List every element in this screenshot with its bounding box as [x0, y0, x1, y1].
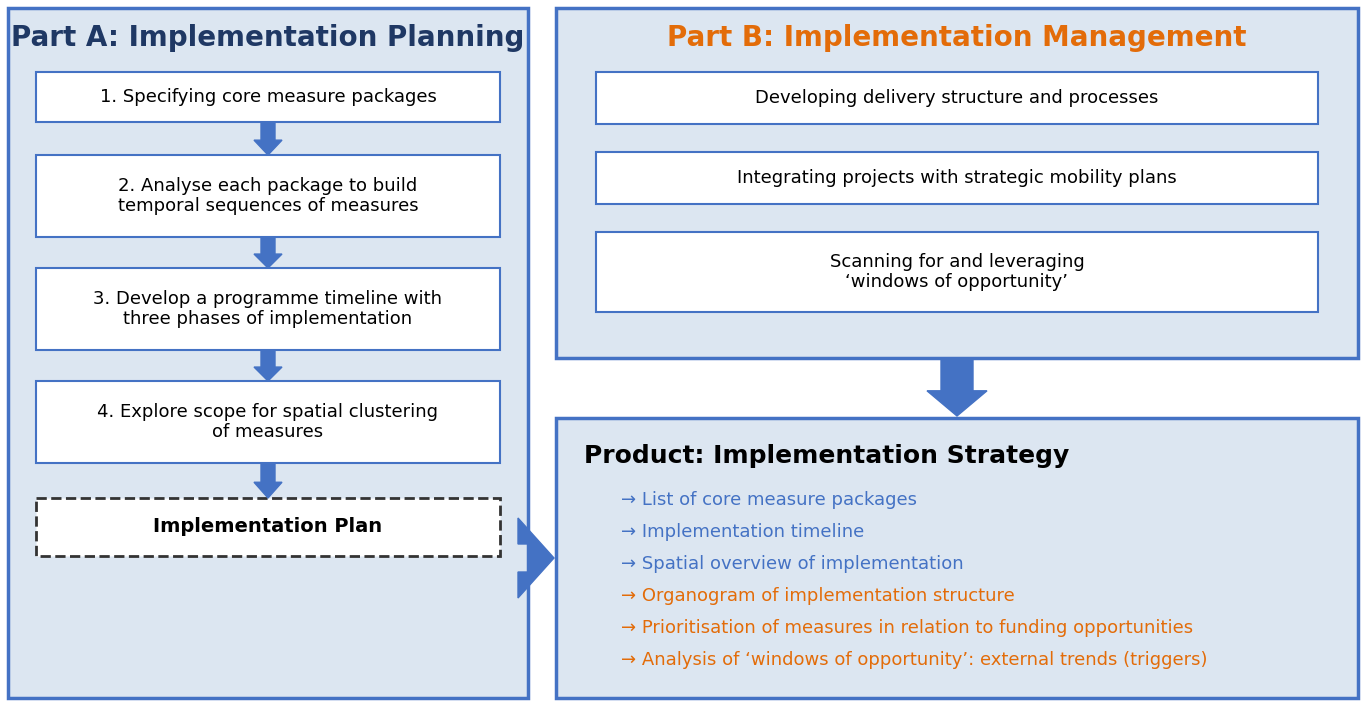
Text: 1. Specifying core measure packages: 1. Specifying core measure packages [100, 88, 437, 106]
Text: Scanning for and leveraging
‘windows of opportunity’: Scanning for and leveraging ‘windows of … [830, 252, 1085, 291]
Text: → Implementation timeline: → Implementation timeline [621, 523, 864, 541]
Text: → Analysis of ‘windows of opportunity’: external trends (triggers): → Analysis of ‘windows of opportunity’: … [621, 651, 1207, 669]
Polygon shape [927, 360, 986, 416]
FancyBboxPatch shape [556, 8, 1358, 358]
FancyBboxPatch shape [556, 418, 1358, 698]
FancyBboxPatch shape [36, 72, 500, 122]
Text: 3. Develop a programme timeline with
three phases of implementation: 3. Develop a programme timeline with thr… [93, 289, 443, 328]
Text: Integrating projects with strategic mobility plans: Integrating projects with strategic mobi… [737, 169, 1177, 187]
Text: → List of core measure packages: → List of core measure packages [621, 491, 917, 509]
Polygon shape [518, 518, 553, 598]
Text: → Spatial overview of implementation: → Spatial overview of implementation [621, 555, 963, 573]
Text: 2. Analyse each package to build
temporal sequences of measures: 2. Analyse each package to build tempora… [118, 177, 418, 216]
FancyBboxPatch shape [596, 232, 1318, 312]
FancyBboxPatch shape [36, 155, 500, 237]
Text: Part B: Implementation Management: Part B: Implementation Management [667, 24, 1247, 52]
Polygon shape [253, 122, 282, 155]
Text: 4. Explore scope for spatial clustering
of measures: 4. Explore scope for spatial clustering … [97, 403, 438, 442]
FancyBboxPatch shape [8, 8, 527, 698]
FancyBboxPatch shape [36, 498, 500, 556]
FancyBboxPatch shape [596, 72, 1318, 124]
FancyBboxPatch shape [36, 268, 500, 350]
Polygon shape [253, 463, 282, 498]
Polygon shape [253, 350, 282, 381]
Text: Developing delivery structure and processes: Developing delivery structure and proces… [755, 89, 1159, 107]
FancyBboxPatch shape [596, 152, 1318, 204]
Text: Implementation Plan: Implementation Plan [153, 518, 382, 537]
Polygon shape [253, 237, 282, 268]
FancyBboxPatch shape [36, 381, 500, 463]
Text: Part A: Implementation Planning: Part A: Implementation Planning [11, 24, 525, 52]
Text: → Organogram of implementation structure: → Organogram of implementation structure [621, 587, 1015, 605]
Text: → Prioritisation of measures in relation to funding opportunities: → Prioritisation of measures in relation… [621, 619, 1193, 637]
Text: Product: Implementation Strategy: Product: Implementation Strategy [584, 444, 1069, 468]
